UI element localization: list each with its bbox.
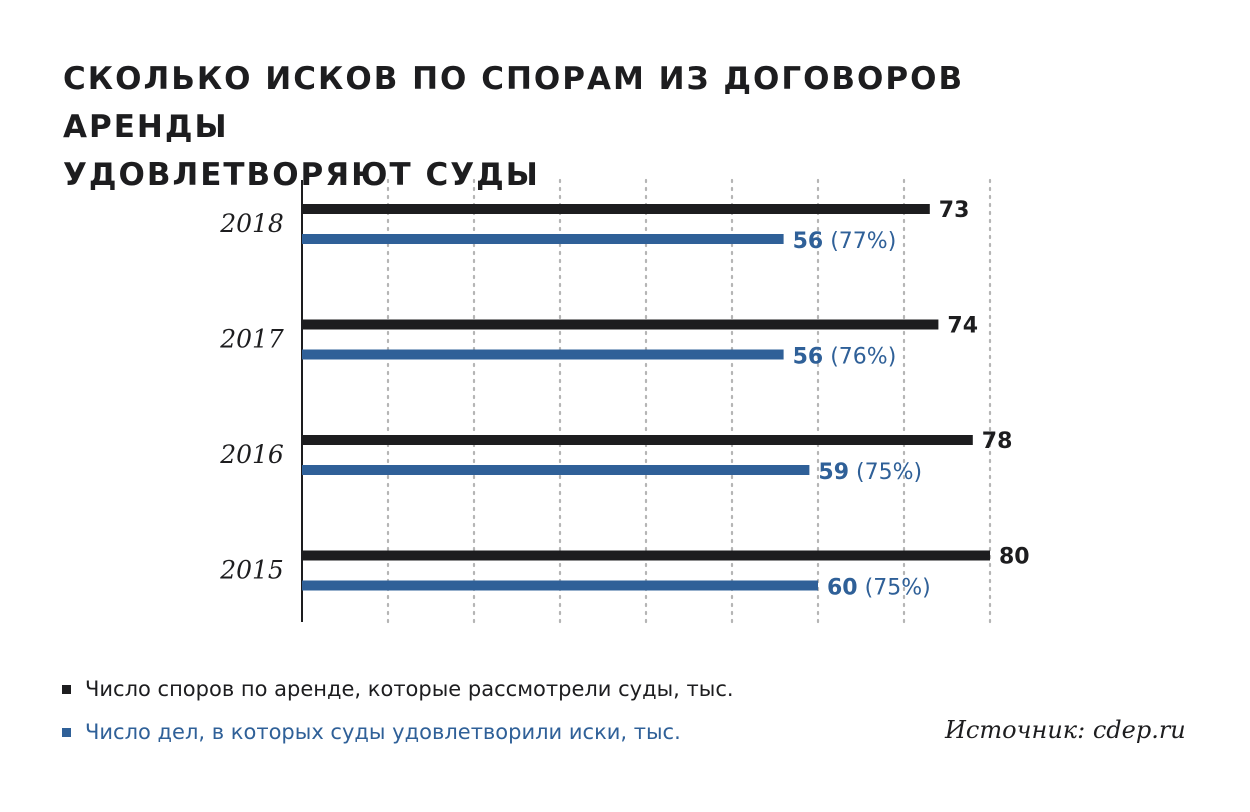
data-label-satisfied: 56 (77%)	[793, 229, 897, 254]
category-label: 2016	[219, 440, 284, 469]
chart-title-line-2: удовлетворяют суды	[63, 157, 540, 193]
legend-marker-total	[62, 684, 71, 694]
source-note: Источник: cdep.ru	[945, 716, 1186, 744]
bar-total	[302, 550, 990, 561]
chart-title-line-1: Сколько исков по спорам из договоров аре…	[63, 61, 965, 145]
category-label: 2018	[219, 209, 284, 238]
bar-satisfied	[302, 234, 784, 244]
legend-item-total: Число споров по аренде, которые рассмотр…	[62, 677, 734, 701]
bar-total	[302, 319, 939, 330]
category-label: 2015	[219, 556, 284, 585]
chart-title: Сколько исков по спорам из договоров аре…	[63, 55, 1063, 199]
legend-label-satisfied: Число дел, в которых суды удовлетворили …	[85, 720, 681, 744]
bar-total	[302, 204, 930, 214]
category-label: 2017	[219, 325, 284, 354]
data-label-total: 78	[982, 429, 1013, 454]
data-label-total: 73	[939, 198, 970, 223]
data-label-satisfied: 59 (75%)	[818, 460, 922, 485]
bar-satisfied	[302, 349, 784, 360]
bar-satisfied	[302, 580, 818, 591]
legend-label-total: Число споров по аренде, которые рассмотр…	[85, 677, 734, 701]
data-label-total: 80	[999, 545, 1030, 570]
legend-item-satisfied: Число дел, в которых суды удовлетворили …	[62, 720, 681, 744]
data-label-satisfied: 56 (76%)	[793, 345, 897, 370]
bar-satisfied	[302, 465, 810, 475]
bar-total	[302, 435, 973, 445]
data-label-total: 74	[947, 314, 978, 339]
legend-marker-satisfied	[62, 727, 71, 737]
data-label-satisfied: 60 (75%)	[827, 576, 931, 601]
